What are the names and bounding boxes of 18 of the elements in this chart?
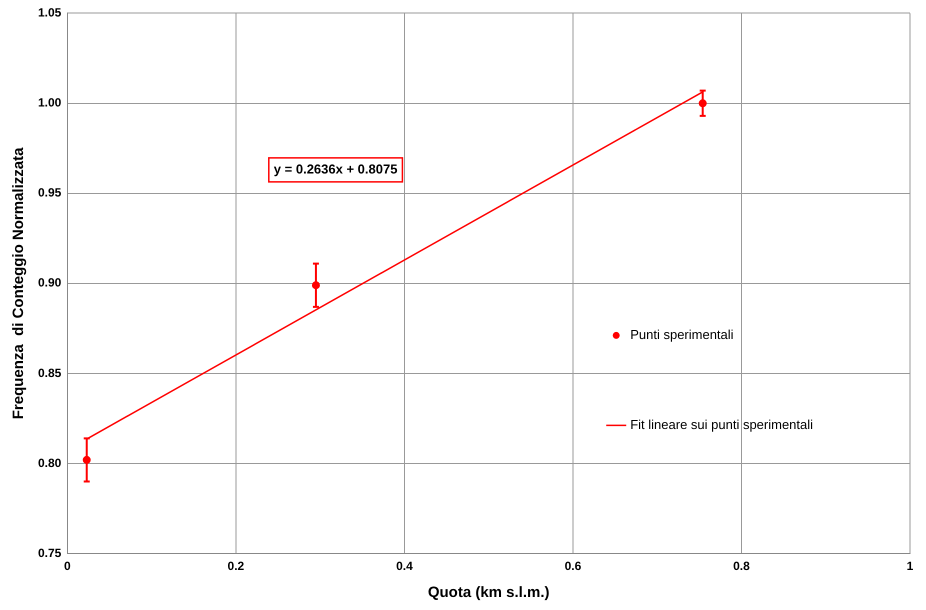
x-tick-label: 0 — [64, 559, 72, 574]
y-tick-label: 0.75 — [38, 546, 62, 560]
x-axis-title: Quota (km s.l.m.) — [428, 584, 550, 602]
annotation: y = 0.2636x + 0.8075 — [274, 161, 398, 176]
y-axis-title: Frequenza di Conteggio Normalizzata — [10, 146, 28, 420]
y-tick-label: 0.90 — [38, 276, 62, 290]
x-tick-label: 0.4 — [396, 559, 414, 574]
y-tick-label: 1.05 — [38, 6, 62, 20]
y-tick-label: 0.95 — [38, 186, 62, 200]
x-tick-label: 1 — [906, 559, 914, 574]
y-tick-label: 0.85 — [38, 366, 62, 380]
y-tick-label: 0.80 — [38, 456, 62, 470]
x-tick-label: 0.8 — [733, 559, 750, 574]
y-tick-label: 1.00 — [38, 96, 62, 110]
x-tick-label: 0.2 — [228, 559, 245, 574]
legend-label: Punti sperimentali — [630, 327, 734, 342]
legend-label: Fit lineare sui punti sperimentali — [630, 417, 814, 432]
x-tick-label: 0.6 — [564, 559, 582, 574]
